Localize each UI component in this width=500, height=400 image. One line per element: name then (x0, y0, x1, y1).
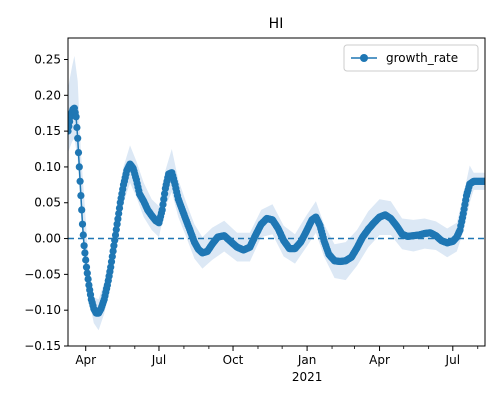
data-point (84, 275, 92, 283)
data-point (160, 195, 168, 203)
data-point (82, 256, 90, 264)
data-point (113, 220, 121, 228)
x-tick-label: Oct (223, 353, 244, 367)
legend: growth_rate (343, 44, 479, 72)
y-tick-label: −0.15 (24, 339, 61, 353)
y-tick-label: 0.10 (34, 160, 61, 174)
data-point (111, 231, 120, 239)
data-point (158, 206, 166, 214)
data-point (108, 252, 116, 261)
confidence-band (68, 55, 485, 331)
legend-box (343, 44, 479, 72)
data-point (111, 236, 119, 244)
data-point (74, 149, 83, 157)
data-point (112, 226, 120, 234)
data-point (114, 215, 122, 223)
data-point (161, 190, 169, 198)
y-tick-label: 0.25 (34, 52, 61, 66)
x-year-label: 2021 (292, 370, 323, 384)
data-point (77, 192, 85, 200)
legend-label: growth_rate (386, 51, 458, 65)
data-point (80, 242, 88, 250)
chart-title: HI (269, 16, 284, 32)
x-tick-label: Jan (297, 353, 317, 367)
data-point (78, 206, 86, 214)
axes: −0.15 −0.10 −0.05 0.00 0.05 0.10 0.15 0.20 0.25 A… (24, 37, 486, 384)
data-point (83, 269, 91, 277)
legend-marker-swatch (360, 54, 368, 62)
data-point (115, 204, 124, 212)
data-point (481, 177, 485, 185)
data-point (109, 247, 117, 255)
x-tick-label: Jul (151, 353, 166, 367)
plot-frame (67, 37, 486, 347)
data-point (76, 177, 84, 185)
data-point (74, 134, 82, 142)
data-point (82, 263, 91, 271)
data-point (81, 249, 89, 257)
y-tick-label: 0.00 (34, 232, 61, 246)
data-point (115, 209, 123, 218)
y-tick-label: 0.05 (34, 196, 61, 210)
data-point (110, 242, 118, 250)
data-point (72, 113, 80, 121)
y-tick-label: 0.20 (34, 88, 61, 102)
plot-area (68, 55, 485, 331)
y-tick-label: −0.05 (24, 267, 61, 281)
y-tick-label: −0.10 (24, 303, 61, 317)
x-tick-label: Apr (369, 353, 390, 367)
x-tick-label: Jul (445, 353, 460, 367)
data-point (107, 263, 115, 271)
data-point (159, 200, 167, 209)
y-tick-label: 0.15 (34, 124, 61, 138)
data-point (78, 220, 87, 228)
data-point (107, 258, 116, 266)
data-point (79, 231, 87, 239)
data-point (75, 163, 83, 171)
series-line-growth-rate (68, 106, 485, 314)
x-tick-label: Apr (75, 353, 96, 367)
data-point (73, 123, 81, 132)
